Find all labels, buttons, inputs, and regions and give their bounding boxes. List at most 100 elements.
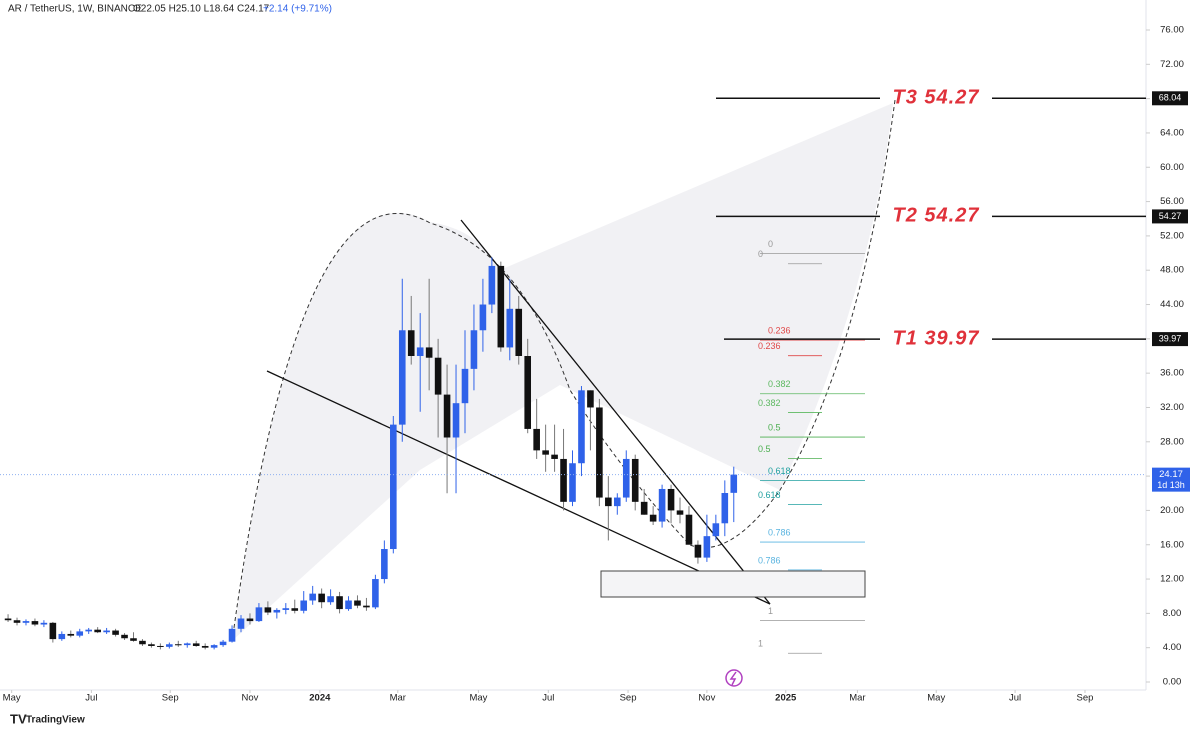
y-tick-label: 44.00	[1160, 299, 1184, 310]
candle-body	[157, 645, 164, 647]
candle-body	[524, 356, 532, 429]
candle-body	[201, 645, 209, 648]
candle-body	[300, 600, 308, 611]
y-tick-label: 52.00	[1160, 230, 1184, 241]
candle-body	[148, 644, 155, 646]
candle-body	[390, 424, 397, 550]
candle-body	[246, 618, 254, 622]
y-tick-label: 36.00	[1160, 368, 1184, 379]
candle-body	[667, 488, 675, 511]
event-icon	[725, 669, 743, 687]
candle-body	[103, 630, 110, 633]
target-price-label: 39.97	[1159, 333, 1182, 343]
last-price-label: 24.17	[1159, 469, 1183, 480]
candle-body	[282, 608, 290, 610]
fib-label: 0	[758, 249, 763, 259]
brand-logo: TV	[10, 711, 27, 726]
target-label: T2 54.27	[893, 205, 980, 227]
candle-body	[434, 357, 442, 395]
candle-body	[210, 645, 218, 648]
x-tick-label: 2024	[309, 693, 331, 704]
last-price-box	[1152, 467, 1190, 492]
candle-body	[515, 308, 523, 356]
candle-body	[631, 458, 639, 502]
candle-body	[273, 609, 281, 613]
candle-body	[506, 308, 514, 348]
fib-label: 0.786	[768, 527, 791, 537]
brand: TradingView	[26, 715, 85, 726]
candle-body	[174, 644, 182, 646]
fib-label: 0.382	[758, 398, 781, 408]
candle-body	[22, 621, 30, 623]
y-tick-label: 32.00	[1160, 402, 1184, 413]
y-tick-label: 56.00	[1160, 196, 1184, 207]
candle-body	[443, 394, 451, 438]
y-tick-label: 72.00	[1160, 59, 1184, 70]
candle-body	[578, 390, 585, 464]
candle-body	[121, 634, 128, 639]
fib-label: 0.236	[768, 326, 791, 336]
y-tick-label: 0.00	[1163, 677, 1182, 688]
countdown: 1d 13h	[1157, 480, 1185, 490]
x-tick-label: Nov	[698, 693, 715, 704]
change: +2.14 (+9.71%)	[263, 4, 332, 15]
candle-body	[497, 265, 505, 348]
candle-body	[237, 618, 245, 629]
candle-body	[470, 330, 478, 369]
x-tick-label: Jul	[542, 693, 554, 704]
candle-body	[587, 390, 594, 408]
candle-body	[407, 330, 415, 356]
support-box	[600, 570, 866, 598]
fib-label: 0	[768, 239, 773, 249]
target-label: T3 54.27	[893, 87, 980, 109]
candle-body	[542, 450, 549, 455]
candle-body	[327, 596, 334, 603]
y-tick-label: 20.00	[1160, 505, 1184, 516]
candle-body	[694, 544, 702, 558]
candle-body	[461, 368, 469, 404]
candle-body	[309, 593, 316, 601]
candle-body	[605, 497, 612, 507]
y-tick-label: 76.00	[1160, 25, 1184, 36]
candle-body	[676, 510, 684, 515]
candle-body	[192, 643, 200, 646]
wedge-lower	[266, 370, 771, 605]
candle-body	[183, 643, 191, 646]
x-tick-label: Sep	[162, 693, 179, 704]
x-tick-label: Nov	[242, 693, 259, 704]
candle-body	[452, 403, 460, 438]
candle-body	[13, 620, 21, 623]
x-tick-label: Jul	[85, 693, 97, 704]
candle-body	[425, 347, 433, 358]
target-price-label: 68.04	[1159, 93, 1182, 103]
target-price-label: 54.27	[1159, 211, 1182, 221]
fib-label: 1	[758, 639, 763, 649]
candle-body	[255, 607, 263, 622]
x-tick-label: May	[3, 693, 21, 704]
candle-body	[703, 536, 711, 558]
candle-body	[345, 600, 352, 610]
candle-body	[291, 608, 299, 611]
fib-label: 0.5	[768, 422, 781, 432]
y-tick-label: 28.00	[1160, 436, 1184, 447]
x-tick-label: Sep	[620, 693, 637, 704]
candle-body	[67, 633, 75, 636]
fib-label: 0.236	[758, 341, 781, 351]
candle-body	[685, 514, 693, 545]
fib-label: 0.382	[768, 379, 791, 389]
candle-body	[569, 463, 576, 502]
candle-body	[219, 641, 227, 646]
x-tick-label: May	[927, 693, 945, 704]
candle-body	[318, 593, 325, 603]
candle-body	[479, 304, 487, 331]
x-tick-label: Sep	[1077, 693, 1094, 704]
candle-body	[613, 497, 621, 507]
candle-body	[354, 600, 361, 606]
y-tick-label: 12.00	[1160, 574, 1184, 585]
candle-body	[58, 633, 66, 640]
x-tick-label: Jul	[1009, 693, 1021, 704]
candle-body	[622, 458, 630, 498]
target-price-box	[1152, 332, 1188, 347]
y-tick-label: 48.00	[1160, 265, 1184, 276]
